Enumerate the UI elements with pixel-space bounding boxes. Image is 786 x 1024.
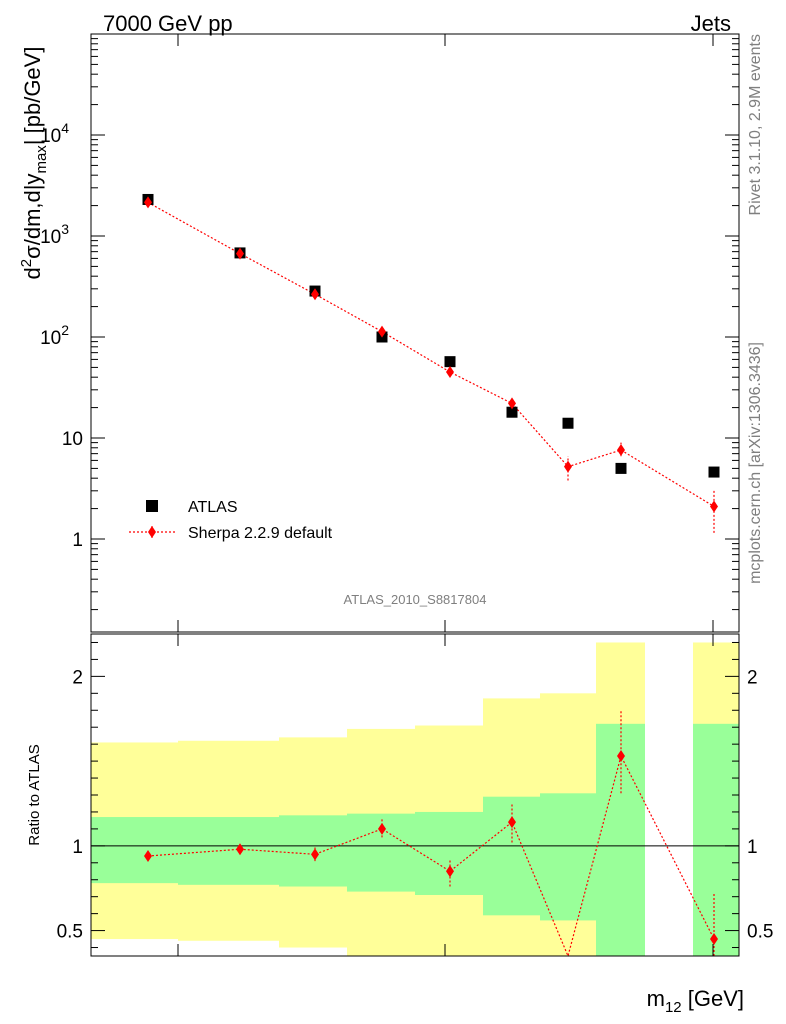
main-ytick-base: 1 bbox=[72, 530, 83, 551]
atlas-point bbox=[615, 462, 627, 474]
xlabel-end: [GeV] bbox=[682, 986, 744, 1011]
main-panel-frame bbox=[90, 33, 740, 633]
ratio-sherpa-point bbox=[617, 750, 625, 763]
ratio-sherpa-point bbox=[144, 850, 152, 863]
sherpa-point bbox=[508, 397, 516, 410]
main-ylabel-sup: 2 bbox=[18, 259, 35, 267]
analysis-id: ATLAS_2010_S8817804 bbox=[344, 592, 487, 607]
ratio-sherpa-point bbox=[311, 848, 319, 861]
sherpa-point bbox=[710, 500, 718, 513]
ratio-panel-ticks: 0.5 0.5 1 1 2 2 bbox=[57, 634, 773, 956]
main-ylabel: d2σ/dm,d|ymax| [pb/GeV] bbox=[18, 47, 50, 280]
mcplots-note: mcplots.cern.ch [arXiv:1306.3436] bbox=[747, 342, 764, 584]
ratio-ytick-label-right: 1 bbox=[747, 837, 758, 858]
xlabel: m12 [GeV] bbox=[647, 986, 744, 1016]
ratio-band-inner bbox=[693, 723, 739, 956]
sherpa-point bbox=[144, 196, 152, 209]
ratio-ytick-label: 2 bbox=[72, 667, 83, 688]
ratio-band-inner bbox=[483, 796, 540, 916]
ratio-sherpa-point bbox=[710, 933, 718, 946]
main-ylabel-sub: max bbox=[33, 145, 50, 174]
sherpa-point bbox=[236, 247, 244, 260]
main-panel-data bbox=[142, 193, 720, 533]
atlas-point bbox=[506, 406, 518, 418]
xlabel-base: m bbox=[647, 986, 665, 1011]
sherpa-point bbox=[311, 288, 319, 301]
legend-atlas-marker bbox=[146, 500, 158, 512]
main-ytick-label: 104 bbox=[40, 120, 69, 147]
atlas-point bbox=[444, 356, 456, 368]
ratio-sherpa-point bbox=[446, 865, 454, 878]
ratio-sherpa-line bbox=[147, 754, 715, 958]
ratio-sherpa-point bbox=[236, 843, 244, 856]
main-ytick-exp: 4 bbox=[61, 120, 69, 136]
legend-atlas-label: ATLAS bbox=[188, 499, 238, 516]
ratio-band-inner bbox=[91, 817, 178, 884]
main-ytick-exp: 2 bbox=[61, 322, 69, 338]
sherpa-point bbox=[446, 366, 454, 379]
header-right: Jets bbox=[691, 11, 731, 36]
rivet-note: Rivet 3.1.10, 2.9M events bbox=[747, 34, 764, 215]
legend-sherpa-label: Sherpa 2.2.9 default bbox=[188, 525, 333, 542]
atlas-point bbox=[708, 466, 720, 478]
ratio-bands bbox=[91, 642, 739, 956]
legend: ATLAS Sherpa 2.2.9 default bbox=[129, 499, 333, 542]
main-ytick-label: 102 bbox=[40, 322, 69, 349]
main-ylabel-base: d bbox=[20, 267, 45, 279]
ratio-ytick-label-right: 0.5 bbox=[747, 922, 773, 943]
sherpa-point bbox=[564, 460, 572, 473]
main-ylabel-end: | [pb/GeV] bbox=[20, 47, 45, 146]
ratio-ylabel: Ratio to ATLAS bbox=[26, 744, 43, 845]
main-ylabel-mid: σ/dm,d|y bbox=[20, 174, 45, 259]
xlabel-sub: 12 bbox=[665, 999, 682, 1016]
ratio-sherpa-point bbox=[378, 822, 386, 835]
main-ytick-label: 103 bbox=[40, 221, 69, 248]
main-ytick-base: 10 bbox=[40, 227, 61, 248]
ratio-ytick-label-right: 2 bbox=[747, 667, 758, 688]
ratio-band-inner bbox=[540, 793, 596, 921]
ratio-ytick-label: 1 bbox=[72, 837, 83, 858]
ratio-band-inner bbox=[279, 815, 347, 887]
main-ytick-base: 10 bbox=[40, 126, 61, 147]
sherpa-point bbox=[617, 444, 625, 457]
main-panel-lines bbox=[147, 201, 715, 507]
main-ytick-exp: 3 bbox=[61, 221, 69, 237]
ratio-band-inner bbox=[596, 723, 645, 956]
ratio-panel-data bbox=[144, 710, 718, 958]
main-ytick-label: 1 bbox=[72, 530, 83, 551]
ratio-ytick-label: 0.5 bbox=[57, 922, 83, 943]
sherpa-point bbox=[378, 325, 386, 338]
ratio-sherpa-point bbox=[508, 816, 516, 829]
header-left: 7000 GeV pp bbox=[103, 11, 233, 36]
sherpa-line bbox=[147, 201, 715, 507]
legend-sherpa-marker bbox=[148, 526, 156, 538]
atlas-point bbox=[562, 417, 574, 429]
main-ytick-base: 10 bbox=[40, 328, 61, 349]
ratio-band-inner bbox=[178, 817, 279, 885]
ratio-band-inner bbox=[415, 811, 483, 895]
main-ytick-label: 10 bbox=[62, 429, 83, 450]
main-ytick-base: 10 bbox=[62, 429, 83, 450]
